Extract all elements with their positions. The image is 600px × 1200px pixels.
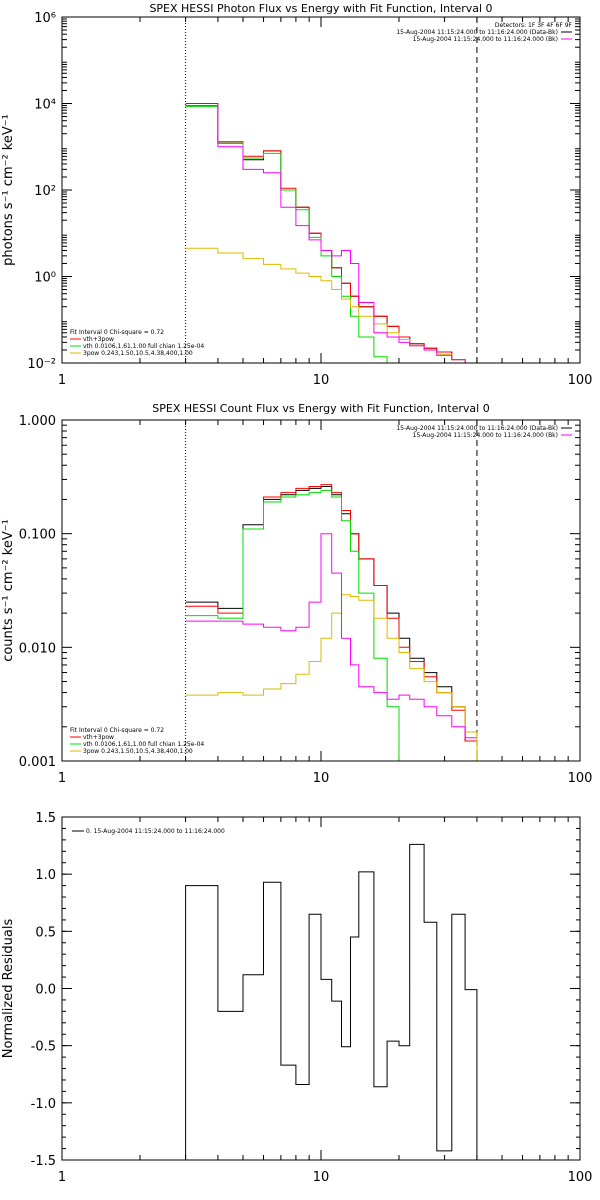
chart-title: SPEX HESSI Photon Flux vs Energy with Fi… [149,2,492,15]
legend-header: Detectors: 1F 3F 4F 6F 9F [495,22,573,29]
y-tick-label: 0.5 [35,925,56,940]
plot-frame [61,419,581,762]
x-tick-label: 10 [313,771,330,786]
series-0-15-aug-2004-11-15-24-000-to-11-16-24-000 [185,843,478,1160]
series-group [185,103,477,363]
y-tick-label: 0.001 [19,755,56,770]
y-tick-label: 10² [34,184,56,199]
chart-title: SPEX HESSI Count Flux vs Energy with Fit… [152,402,489,415]
x-tick-label: 100 [568,373,593,388]
legend-entry: 15-Aug-2004 11:15:24.000 to 11:16:24.000… [396,425,558,432]
y-axis-label: counts s⁻¹ cm⁻² keV⁻¹ [1,519,16,662]
y-axis-label: Normalized Residuals [1,919,16,1059]
fit-legend-entry: vth+3pow [83,336,114,343]
series-group [185,843,478,1160]
panel-1: SPEX HESSI Photon Flux vs Energy with Fi… [1,2,593,388]
y-tick-label: 10⁰ [34,271,56,286]
plot-frame [61,16,581,364]
y-tick-label: 0.010 [19,641,56,656]
series-bk [185,533,477,739]
y-tick-label: -0.5 [31,1040,56,1055]
y-axis-label: photons s⁻¹ cm⁻² keV⁻¹ [1,114,16,266]
fit-legend-entry: vth+3pow [83,734,114,741]
y-tick-label: -1.0 [31,1097,56,1112]
x-tick-label: 10 [313,1170,330,1185]
y-tick-label: 0.100 [19,528,56,543]
series-group [185,484,478,761]
y-tick-label: -1.5 [31,1154,56,1169]
series-data-bk [185,105,477,363]
x-tick-label: 1 [58,771,66,786]
y-tick-label: 1.5 [35,811,56,826]
y-tick-label: 1.0 [35,868,56,883]
legend-entry: 15-Aug-2004 11:15:24.000 to 11:16:24.000… [413,432,558,439]
x-tick-label: 1 [58,1170,66,1185]
series-vth [185,106,388,363]
legend-entry: 15-Aug-2004 11:15:24.000 to 11:16:24.000… [413,36,558,43]
y-tick-label: 1.000 [19,414,56,429]
legend-entry: 15-Aug-2004 11:15:24.000 to 11:16:24.000… [396,29,558,36]
x-tick-label: 100 [568,771,593,786]
x-tick-label: 100 [568,1170,593,1185]
fit-legend-entry: vth 0.0106,1.61,1.00 full chian 1.25e-04 [83,741,204,748]
fit-legend-header: Fit Interval 0 Chi-square = 0.72 [70,329,164,336]
y-tick-label: 10⁶ [34,11,56,26]
plot-frame [61,816,581,1161]
y-tick-label: 10⁴ [34,98,56,113]
fit-legend-entry: vth 0.0106,1.61,1.00 full chian 1.25e-04 [83,343,204,350]
fit-legend-entry: 3pow 0.243,1.50,10.5,4.38,400,1.00 [83,350,193,357]
fit-legend-header: Fit Interval 0 Chi-square = 0.72 [70,727,164,734]
panel-3: Normalized Residuals 1 10 100 -1.5 -1.0 -0.5 0.… [1,811,592,1185]
series-3pow [185,594,478,761]
x-tick-label: 1 [58,373,66,388]
series-bk [185,105,477,363]
x-tick-label: 10 [313,373,330,388]
series-vth-3pow [185,103,477,363]
y-tick-label: 0.0 [35,983,56,998]
y-tick-label: 10⁻² [27,357,56,372]
panel-2: SPEX HESSI Count Flux vs Energy with Fit… [1,402,592,786]
legend-entry: 0. 15-Aug-2004 11:15:24.000 to 11:16:24.… [86,828,225,835]
fit-legend-entry: 3pow 0.243,1.50,10.5,4.38,400,1.00 [83,748,193,755]
